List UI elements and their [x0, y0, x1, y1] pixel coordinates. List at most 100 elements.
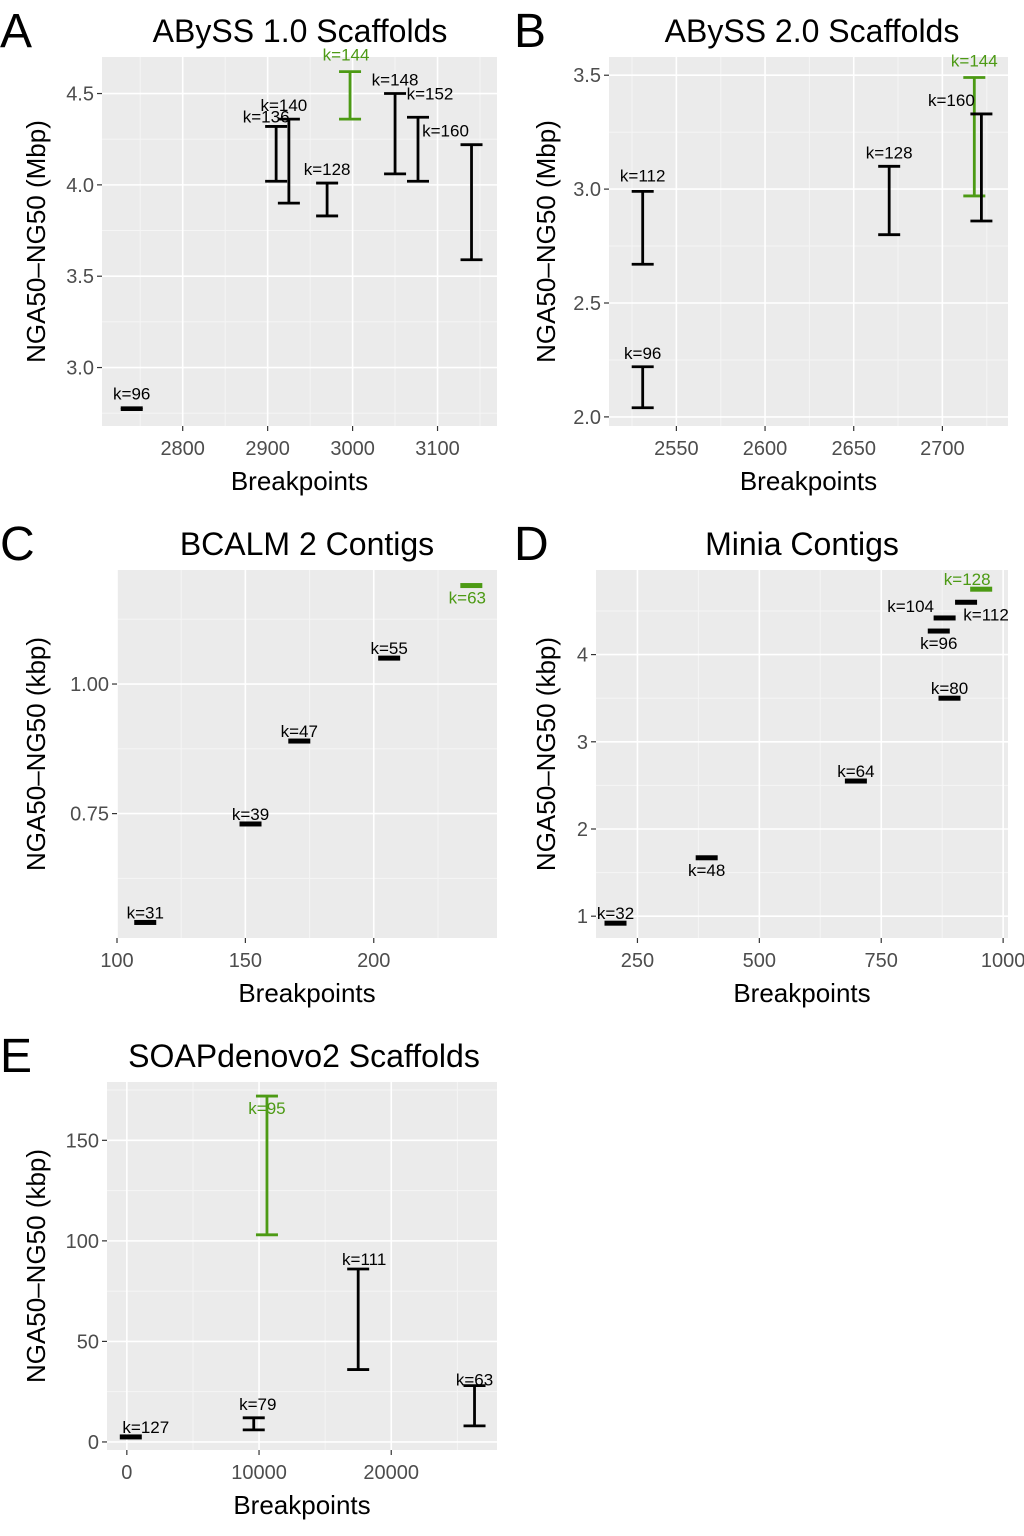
x-tick-label: 100: [100, 950, 133, 972]
y-tick-label: 3.5: [66, 266, 94, 288]
data-label: k=112: [620, 166, 666, 185]
error-bar-flat: [288, 738, 311, 744]
y-tick-label: 3: [577, 732, 588, 754]
error-bar: k=152: [407, 84, 453, 183]
data-label: k=144: [323, 46, 370, 65]
data-label: k=104: [887, 597, 934, 616]
y-axis-title: NGA50–NG50 (Mbp): [21, 120, 51, 363]
x-tick-label: 3000: [330, 438, 375, 460]
error-bar: k=55: [370, 639, 408, 661]
error-bar: k=128: [304, 160, 351, 218]
y-axis-title: NGA50–NG50 (kbp): [531, 637, 561, 871]
error-bar-flat: [239, 821, 262, 827]
plot-background: [107, 1082, 497, 1450]
y-tick-label: 0: [88, 1432, 99, 1454]
error-bar: k=148: [372, 71, 418, 176]
x-tick-label: 2700: [920, 438, 965, 460]
x-tick-label: 2800: [160, 438, 205, 460]
data-label: k=39: [232, 805, 269, 824]
panel-letter: C: [0, 518, 35, 571]
x-tick-label: 1000: [981, 950, 1024, 972]
error-bar: k=96: [624, 344, 661, 410]
x-tick-label: 2900: [245, 438, 290, 460]
error-bar: k=79: [239, 1395, 276, 1432]
data-label: k=47: [281, 722, 318, 741]
error-bar: k=128: [944, 570, 993, 592]
x-tick-label: 200: [357, 950, 390, 972]
y-tick-label: 100: [66, 1231, 99, 1253]
data-label: k=31: [127, 903, 164, 922]
y-tick-label: 4.0: [66, 175, 94, 197]
data-label: k=111: [342, 1250, 386, 1269]
y-tick-label: 0.75: [70, 804, 109, 826]
data-label: k=55: [370, 639, 407, 658]
error-bar: k=31: [127, 903, 164, 925]
x-axis-title: Breakpoints: [740, 466, 877, 496]
y-axis-title: NGA50–NG50 (Mbp): [531, 120, 561, 363]
y-tick-label: 1: [577, 906, 588, 928]
y-tick-label: 50: [77, 1331, 99, 1353]
data-label: k=140: [260, 96, 307, 115]
panel-title: ABySS 1.0 Scaffolds: [153, 13, 448, 49]
panel-c: 100 150 200 0.75 1.00 C BCALM 2 Contigs Breakpo…: [0, 518, 497, 1008]
data-label: k=127: [122, 1418, 169, 1437]
data-label: k=112: [963, 605, 1009, 624]
error-bar-flat: [604, 920, 627, 926]
panel-letter: E: [0, 1030, 32, 1083]
error-bar: k=112: [620, 166, 666, 266]
y-tick-label: 1.00: [70, 674, 109, 696]
data-label: k=96: [920, 634, 957, 653]
error-bar: k=80: [931, 679, 968, 701]
panel-d: 250 500 750 1000 1 2 3 4 D Minia Contigs Breakpoin…: [514, 518, 1024, 1008]
panel-letter: D: [514, 518, 549, 571]
error-bar: k=128: [866, 143, 913, 237]
panel-title: SOAPdenovo2 Scaffolds: [128, 1038, 480, 1074]
y-tick-label: 3.0: [573, 179, 601, 201]
error-bar: k=64: [837, 762, 875, 784]
error-bar-flat: [938, 695, 961, 701]
error-bar: k=112: [955, 599, 1009, 624]
error-bar: k=63: [456, 1371, 493, 1428]
data-label: k=128: [866, 143, 913, 162]
error-bar-flat: [378, 655, 401, 661]
plot-background: [609, 57, 1008, 426]
error-bar-flat: [460, 583, 483, 589]
data-label: k=95: [248, 1099, 285, 1118]
panel-e: 0 10000 20000 0 50 100 150 E SOAPdenovo2 Scaffol…: [0, 1030, 497, 1520]
error-bar: k=96: [920, 628, 957, 653]
error-bar-flat: [119, 1434, 142, 1440]
data-label: k=160: [928, 91, 975, 110]
x-tick-label: 2600: [743, 438, 788, 460]
panel-a: 2800 2900 3000 3100 3.0 3.5 4.0 4.5 A ABySS 1.0 S…: [0, 5, 497, 496]
panel-letter: A: [0, 5, 32, 58]
error-bar: k=63: [449, 583, 486, 608]
y-tick-label: 4.5: [66, 84, 94, 106]
x-tick-label: 10000: [231, 1462, 287, 1484]
panel-title: ABySS 2.0 Scaffolds: [665, 13, 960, 49]
x-axis-title: Breakpoints: [231, 466, 368, 496]
error-bar: k=39: [232, 805, 269, 827]
error-bar-flat: [134, 919, 157, 925]
x-tick-label: 0: [121, 1462, 132, 1484]
panel-title: Minia Contigs: [705, 526, 899, 562]
y-tick-label: 2.5: [573, 293, 601, 315]
data-label: k=144: [951, 52, 998, 71]
data-label: k=96: [113, 385, 150, 404]
error-bar-flat: [927, 628, 950, 634]
error-bar-flat: [844, 778, 867, 784]
x-axis-title: Breakpoints: [238, 978, 375, 1008]
y-axis-title: NGA50–NG50 (kbp): [21, 637, 51, 871]
panel-title: BCALM 2 Contigs: [180, 526, 434, 562]
x-tick-label: 20000: [363, 1462, 419, 1484]
data-label: k=63: [449, 589, 486, 608]
error-bar: k=111: [342, 1250, 386, 1371]
data-label: k=80: [931, 679, 968, 698]
error-bar-flat: [955, 599, 978, 605]
x-tick-label: 250: [621, 950, 654, 972]
x-tick-label: 500: [743, 950, 776, 972]
data-label: k=128: [304, 160, 351, 179]
error-bar-flat: [970, 586, 993, 592]
x-axis-title: Breakpoints: [733, 978, 870, 1008]
data-label: k=128: [944, 570, 991, 589]
